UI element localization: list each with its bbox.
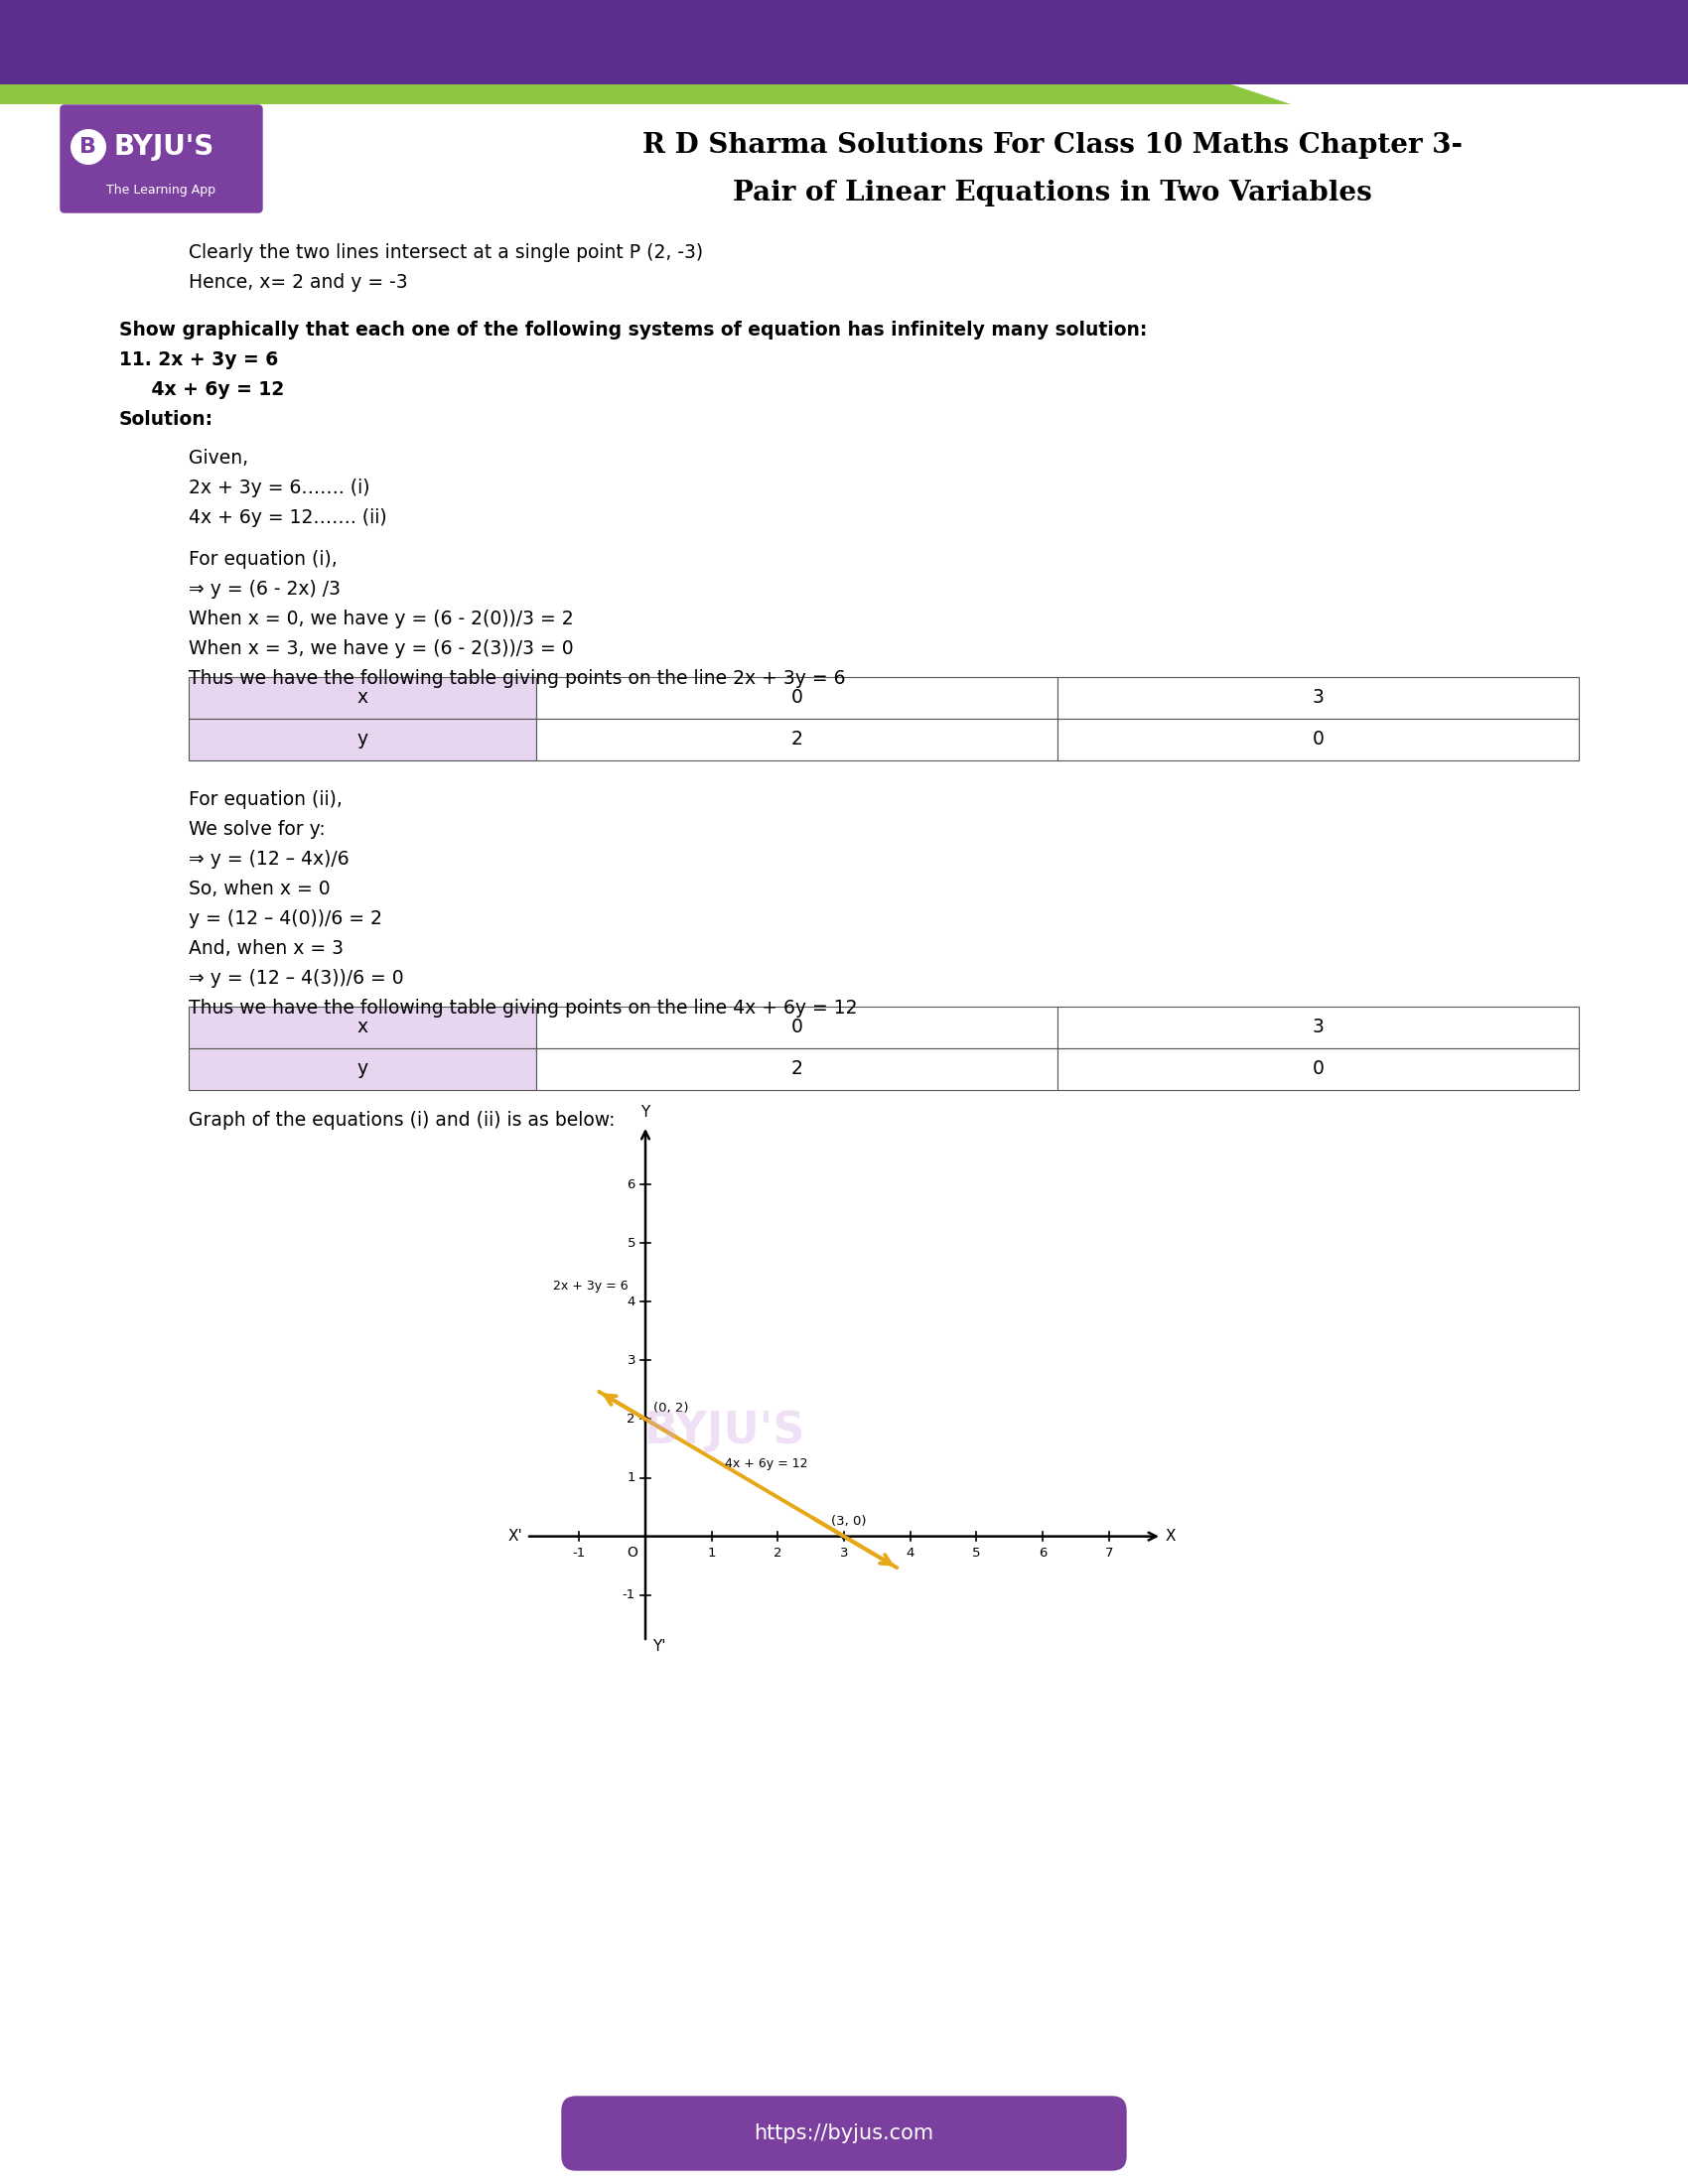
Text: B: B bbox=[79, 138, 96, 157]
Text: 3: 3 bbox=[1312, 688, 1323, 708]
Text: Graph of the equations (i) and (ii) is as below:: Graph of the equations (i) and (ii) is a… bbox=[189, 1112, 614, 1129]
Ellipse shape bbox=[1415, 0, 1688, 79]
Text: And, when x = 3: And, when x = 3 bbox=[189, 939, 344, 959]
Text: 5: 5 bbox=[626, 1236, 635, 1249]
Text: 11. 2x + 3y = 6: 11. 2x + 3y = 6 bbox=[120, 349, 279, 369]
Text: Y': Y' bbox=[652, 1638, 665, 1653]
Text: BYJU'S: BYJU'S bbox=[113, 133, 214, 162]
Text: 4: 4 bbox=[906, 1546, 915, 1559]
Text: Given,: Given, bbox=[189, 448, 248, 467]
Text: Y: Y bbox=[641, 1105, 650, 1120]
Text: R D Sharma Solutions For Class 10 Maths Chapter 3-: R D Sharma Solutions For Class 10 Maths … bbox=[643, 133, 1462, 159]
Text: 4x + 6y = 12: 4x + 6y = 12 bbox=[120, 380, 284, 400]
Text: When x = 3, we have y = (6 - 2(3))/3 = 0: When x = 3, we have y = (6 - 2(3))/3 = 0 bbox=[189, 640, 574, 657]
Text: x: x bbox=[356, 1018, 368, 1037]
Bar bbox=[0, 0, 1688, 85]
Text: 2x + 3y = 6……. (i): 2x + 3y = 6……. (i) bbox=[189, 478, 370, 498]
Bar bbox=[1057, 719, 1578, 760]
Text: We solve for y:: We solve for y: bbox=[189, 819, 326, 839]
Text: 0: 0 bbox=[792, 1018, 803, 1037]
Bar bbox=[537, 1007, 1057, 1048]
Bar bbox=[1057, 677, 1578, 719]
Text: 4: 4 bbox=[628, 1295, 635, 1308]
Bar bbox=[1057, 1048, 1578, 1090]
Bar bbox=[1057, 1007, 1578, 1048]
Text: y: y bbox=[356, 729, 368, 749]
Bar bbox=[537, 719, 1057, 760]
Text: 2: 2 bbox=[792, 1059, 803, 1079]
Text: 2x + 3y = 6: 2x + 3y = 6 bbox=[552, 1280, 628, 1293]
Text: X: X bbox=[1165, 1529, 1175, 1544]
Text: 6: 6 bbox=[1038, 1546, 1047, 1559]
Text: 1: 1 bbox=[626, 1472, 635, 1485]
Text: Thus we have the following table giving points on the line 2x + 3y = 6: Thus we have the following table giving … bbox=[189, 668, 846, 688]
Text: O: O bbox=[626, 1546, 638, 1559]
Text: -1: -1 bbox=[572, 1546, 586, 1559]
Text: 5: 5 bbox=[972, 1546, 981, 1559]
Bar bbox=[189, 1007, 537, 1048]
Text: For equation (ii),: For equation (ii), bbox=[189, 791, 343, 808]
Text: When x = 0, we have y = (6 - 2(0))/3 = 2: When x = 0, we have y = (6 - 2(0))/3 = 2 bbox=[189, 609, 574, 629]
Text: Solution:: Solution: bbox=[120, 411, 214, 428]
Text: Hence, x= 2 and y = -3: Hence, x= 2 and y = -3 bbox=[189, 273, 408, 293]
Text: 4x + 6y = 12……. (ii): 4x + 6y = 12……. (ii) bbox=[189, 509, 387, 526]
Text: 6: 6 bbox=[628, 1177, 635, 1190]
FancyBboxPatch shape bbox=[61, 105, 262, 212]
Text: The Learning App: The Learning App bbox=[106, 183, 216, 197]
Text: Show graphically that each one of the following systems of equation has infinite: Show graphically that each one of the fo… bbox=[120, 321, 1148, 339]
Text: (3, 0): (3, 0) bbox=[830, 1516, 866, 1527]
Text: y = (12 – 4(0))/6 = 2: y = (12 – 4(0))/6 = 2 bbox=[189, 909, 381, 928]
Text: y: y bbox=[356, 1059, 368, 1079]
Text: -1: -1 bbox=[623, 1588, 635, 1601]
Text: Pair of Linear Equations in Two Variables: Pair of Linear Equations in Two Variable… bbox=[733, 181, 1372, 207]
Text: https://byjus.com: https://byjus.com bbox=[755, 2123, 933, 2143]
Text: 3: 3 bbox=[1312, 1018, 1323, 1037]
Text: ⇒ y = (6 - 2x) /3: ⇒ y = (6 - 2x) /3 bbox=[189, 579, 341, 598]
Text: 3: 3 bbox=[626, 1354, 635, 1367]
FancyBboxPatch shape bbox=[562, 2097, 1126, 2171]
Text: X': X' bbox=[508, 1529, 523, 1544]
Bar bbox=[189, 1048, 537, 1090]
Circle shape bbox=[71, 129, 106, 164]
Text: Clearly the two lines intersect at a single point P (2, -3): Clearly the two lines intersect at a sin… bbox=[189, 242, 704, 262]
Text: So, when x = 0: So, when x = 0 bbox=[189, 880, 331, 898]
Text: x: x bbox=[356, 688, 368, 708]
Text: 0: 0 bbox=[1312, 1059, 1323, 1079]
Text: 2: 2 bbox=[773, 1546, 782, 1559]
Text: 2: 2 bbox=[626, 1413, 635, 1426]
Bar bbox=[537, 677, 1057, 719]
Bar bbox=[189, 677, 537, 719]
Text: 3: 3 bbox=[839, 1546, 847, 1559]
Text: 7: 7 bbox=[1104, 1546, 1112, 1559]
Text: 1: 1 bbox=[707, 1546, 716, 1559]
Text: BYJU'S: BYJU'S bbox=[645, 1409, 805, 1452]
Text: 2: 2 bbox=[792, 729, 803, 749]
Bar bbox=[189, 719, 537, 760]
Text: (0, 2): (0, 2) bbox=[653, 1402, 689, 1415]
Text: Thus we have the following table giving points on the line 4x + 6y = 12: Thus we have the following table giving … bbox=[189, 998, 858, 1018]
Text: ⇒ y = (12 – 4x)/6: ⇒ y = (12 – 4x)/6 bbox=[189, 850, 349, 869]
Text: 4x + 6y = 12: 4x + 6y = 12 bbox=[724, 1457, 809, 1470]
Polygon shape bbox=[0, 85, 1291, 105]
Text: For equation (i),: For equation (i), bbox=[189, 550, 338, 568]
Text: ⇒ y = (12 – 4(3))/6 = 0: ⇒ y = (12 – 4(3))/6 = 0 bbox=[189, 970, 403, 987]
Text: 0: 0 bbox=[1312, 729, 1323, 749]
Text: 0: 0 bbox=[792, 688, 803, 708]
Bar bbox=[537, 1048, 1057, 1090]
